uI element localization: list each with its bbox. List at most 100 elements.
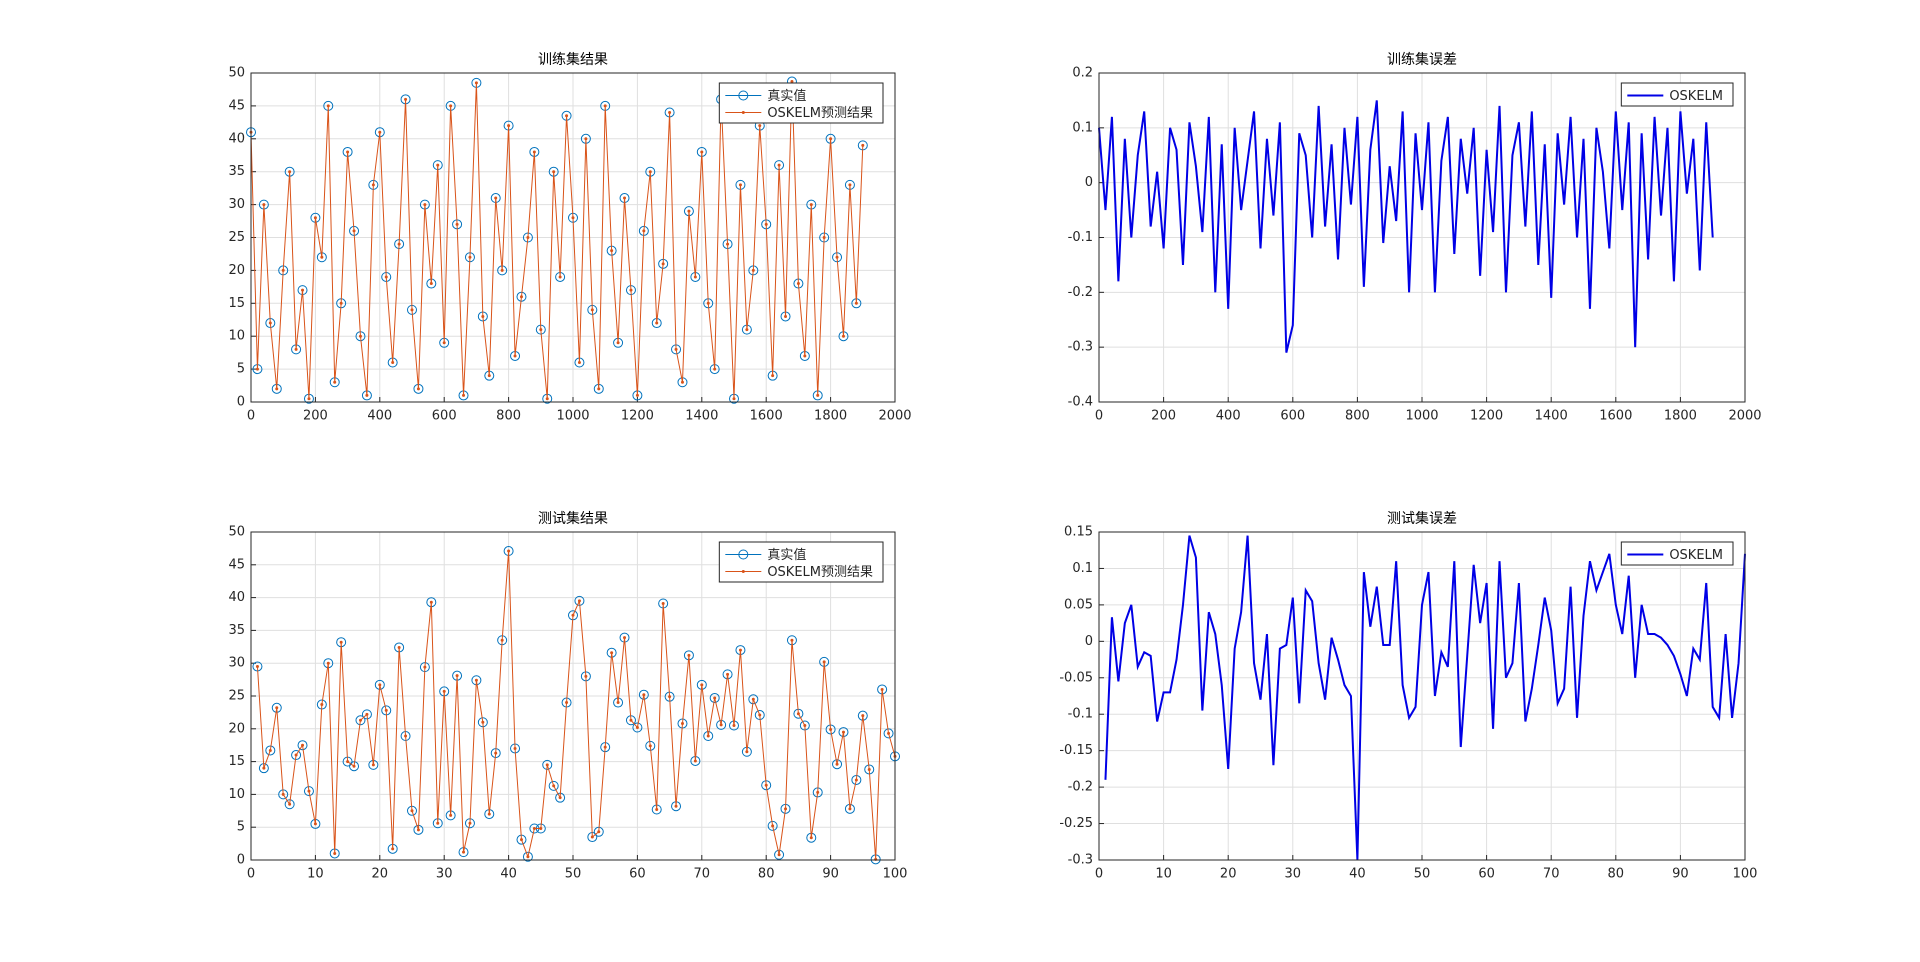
- marker-dot: [326, 104, 330, 108]
- x-tick-label: 40: [500, 867, 517, 882]
- y-tick-label: 30: [228, 197, 245, 212]
- marker-dot: [841, 730, 845, 734]
- marker-dot: [841, 334, 845, 338]
- marker-dot: [313, 216, 317, 220]
- marker-dot: [513, 354, 517, 358]
- marker-circle: [361, 709, 372, 720]
- marker-dot: [468, 821, 472, 825]
- marker-circle: [832, 759, 843, 770]
- y-tick-label: 5: [237, 820, 245, 835]
- y-tick-label: -0.2: [1068, 780, 1093, 795]
- marker-dot: [474, 81, 478, 85]
- marker-dot: [835, 255, 839, 259]
- marker-dot: [887, 731, 891, 735]
- marker-dot: [790, 80, 794, 84]
- y-tick-label: 0.15: [1064, 525, 1093, 540]
- marker-dot: [732, 397, 736, 401]
- y-tick-label: 0.05: [1064, 597, 1093, 612]
- series-line: [256, 550, 896, 860]
- marker-dot: [352, 229, 356, 233]
- marker-dot: [320, 703, 324, 707]
- marker-dot: [674, 804, 678, 808]
- x-tick-label: 1000: [1405, 409, 1438, 424]
- marker-dot: [288, 802, 292, 806]
- marker-dot: [378, 683, 382, 687]
- marker-dot: [738, 648, 742, 652]
- marker-dot: [597, 830, 601, 834]
- marker-dot: [706, 301, 710, 305]
- marker-dot: [397, 242, 401, 246]
- marker-dot: [326, 661, 330, 665]
- marker-dot: [294, 347, 298, 351]
- y-tick-label: -0.2: [1068, 285, 1093, 300]
- x-tick-label: 2000: [878, 409, 911, 424]
- x-tick-label: 200: [303, 409, 328, 424]
- marker-dot: [758, 124, 762, 128]
- marker-dot: [687, 653, 691, 657]
- marker-dot: [829, 727, 833, 731]
- marker-dot: [494, 751, 498, 755]
- marker-dot: [384, 708, 388, 712]
- marker-dot: [577, 361, 581, 365]
- marker-dot: [642, 229, 646, 233]
- marker-dot: [693, 275, 697, 279]
- x-tick-label: 90: [1672, 867, 1689, 882]
- marker-dot: [726, 672, 730, 676]
- marker-circle: [303, 786, 314, 797]
- x-tick-label: 1200: [1470, 409, 1503, 424]
- chart-title: 测试集误差: [1387, 510, 1457, 527]
- marker-dot: [449, 104, 453, 108]
- legend-label: OSKELM: [1669, 548, 1723, 563]
- x-tick-label: 30: [436, 867, 453, 882]
- x-tick-label: 40: [1349, 867, 1366, 882]
- x-tick-label: 1600: [750, 409, 783, 424]
- marker-dot: [687, 209, 691, 213]
- legend: OSKELM: [1620, 541, 1734, 566]
- y-tick-label: -0.05: [1059, 670, 1093, 685]
- marker-dot: [668, 110, 672, 114]
- y-tick-label: 5: [237, 362, 245, 377]
- marker-dot: [333, 851, 337, 855]
- y-tick-label: 0: [1085, 175, 1093, 190]
- marker-dot: [726, 242, 730, 246]
- marker-dot: [603, 104, 607, 108]
- legend-label: 真实值: [767, 88, 806, 104]
- y-tick-label: 40: [228, 131, 245, 146]
- marker-dot: [429, 600, 433, 604]
- marker-dot: [803, 354, 807, 358]
- marker-dot: [693, 759, 697, 763]
- marker-dot: [590, 835, 594, 839]
- x-tick-label: 800: [496, 409, 521, 424]
- marker-dot: [313, 822, 317, 826]
- marker-dot: [500, 638, 504, 642]
- marker-dot: [474, 678, 478, 682]
- marker-dot: [758, 713, 762, 717]
- x-tick-label: 400: [367, 409, 392, 424]
- marker-dot: [584, 674, 588, 678]
- marker-dot: [442, 689, 446, 693]
- marker-dot: [500, 268, 504, 272]
- y-tick-label: -0.3: [1068, 853, 1093, 868]
- marker-circle: [297, 740, 308, 751]
- legend-box: [1620, 82, 1734, 107]
- marker-dot: [391, 847, 395, 851]
- x-tick-label: 10: [307, 867, 324, 882]
- marker-dot: [655, 807, 659, 811]
- marker-dot: [648, 744, 652, 748]
- marker-dot: [262, 766, 266, 770]
- marker-dot: [307, 397, 311, 401]
- marker-dot: [397, 645, 401, 649]
- marker-dot: [565, 701, 569, 705]
- marker-dot: [320, 255, 324, 259]
- marker-dot: [513, 746, 517, 750]
- chart-title: 训练集结果: [538, 51, 608, 68]
- marker-dot: [777, 853, 781, 857]
- marker-dot: [861, 143, 865, 147]
- marker-circle: [548, 780, 559, 791]
- marker-dot: [822, 236, 826, 239]
- x-tick-label: 0: [247, 867, 255, 882]
- marker-dot: [255, 664, 259, 668]
- x-tick-label: 1000: [556, 409, 589, 424]
- marker-dot: [706, 734, 710, 738]
- y-tick-label: 50: [228, 525, 245, 540]
